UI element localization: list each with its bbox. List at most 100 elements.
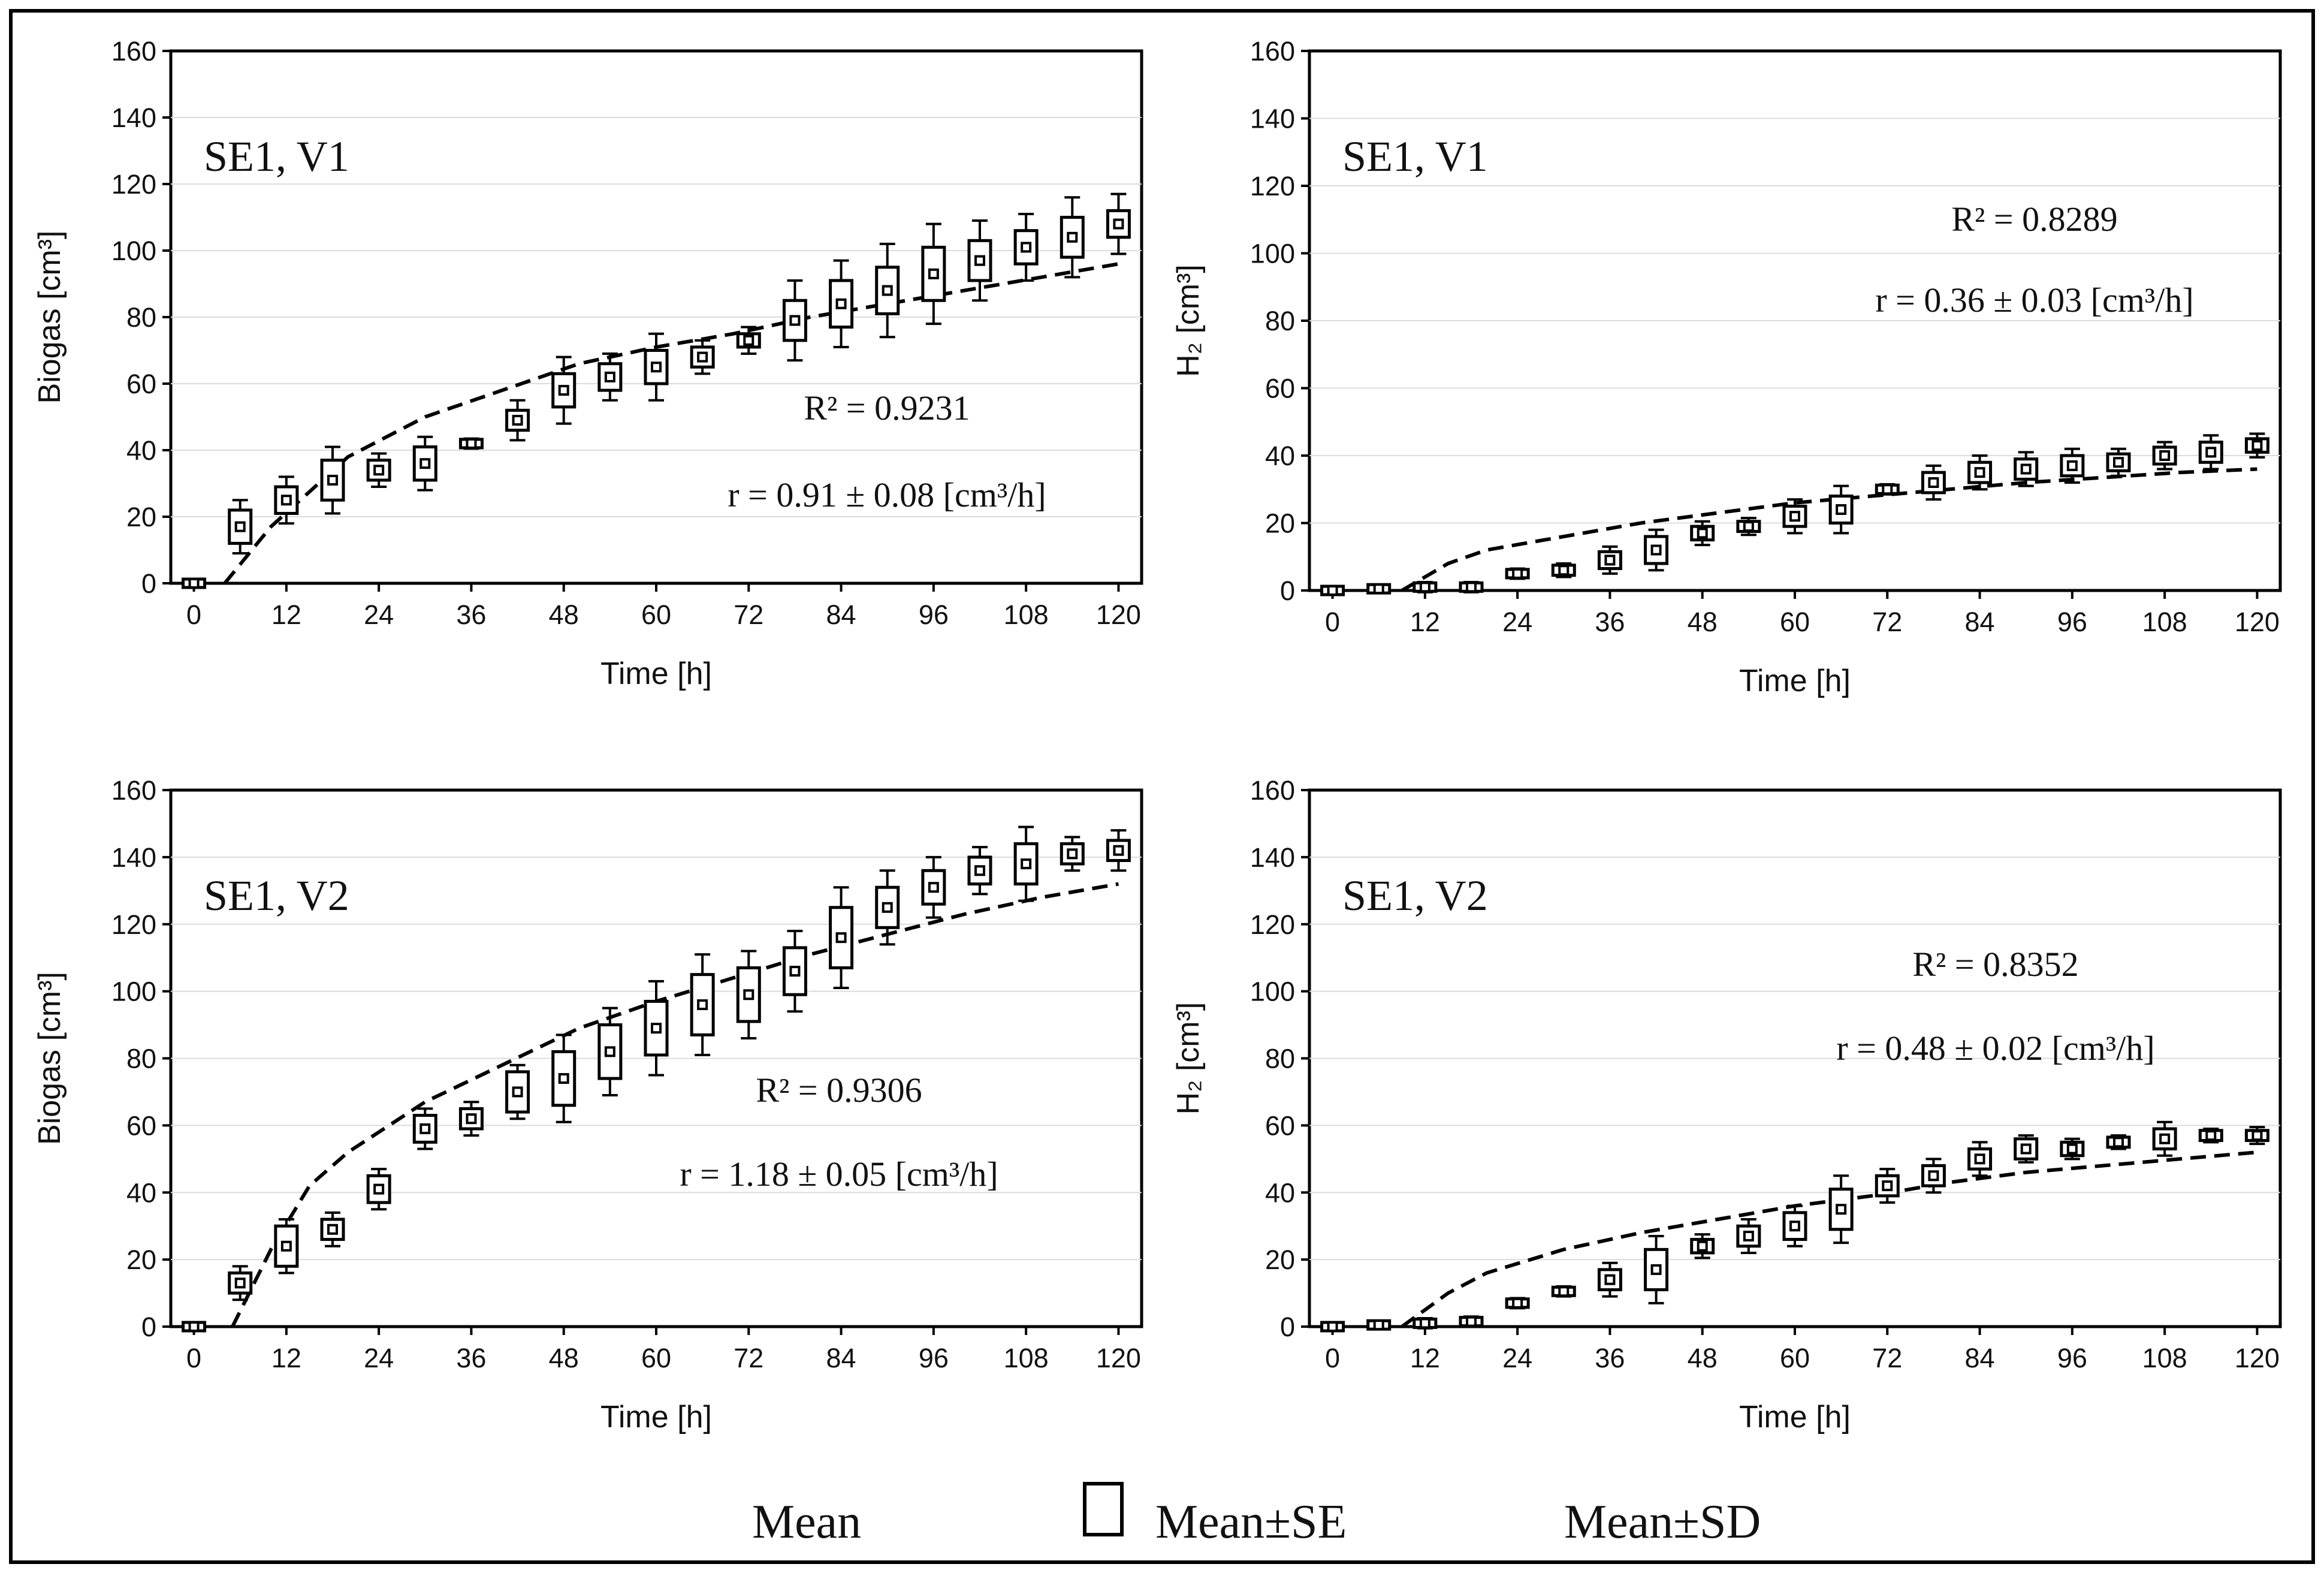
se-box [551,1050,577,1107]
mean-point [1466,1316,1477,1327]
mean-point [743,989,754,1001]
x-tick-label: 12 [1410,1343,1440,1373]
y-tick-label: 40 [1265,441,1295,471]
x-tick-label: 60 [641,599,671,630]
mean-point [1113,218,1124,230]
mean-point [974,255,985,266]
x-tick-label: 84 [826,1343,856,1373]
mean-point [1067,231,1078,243]
mean-point [558,385,569,396]
x-tick-label: 0 [186,599,201,630]
mean-point [1974,467,1985,478]
mean-point [1789,1221,1800,1232]
y-tick-label: 20 [126,1244,156,1275]
rate-label: r = 0.36 ± 0.03 [cm³/h] [1875,281,2193,320]
y-tick-label: 60 [126,1110,156,1141]
figure-frame [9,9,2315,1564]
mean-point [2020,463,2032,475]
x-tick-label: 84 [826,599,856,630]
mean-point [1974,1153,1985,1165]
mean-point [743,335,754,346]
mean-point [2113,457,2124,468]
se-box [829,906,854,969]
x-tick-label: 120 [1096,1343,1141,1373]
mean-point [1836,504,1847,515]
x-tick-label: 12 [271,599,301,630]
mean-point [419,1123,431,1134]
y-tick-label: 40 [126,435,156,466]
x-tick-label: 120 [2235,607,2280,637]
y-tick-label: 120 [1250,171,1295,201]
se-box [1106,209,1131,239]
mean-point [188,1321,200,1332]
mean-point [1882,1180,1893,1192]
x-axis-title: Time [h] [1739,664,1851,698]
mean-point [1373,583,1384,595]
se-box [1921,471,1946,495]
mean-point [327,1224,338,1235]
mean-point [1697,1240,1708,1252]
fit-curve [231,882,1119,1328]
mean-point [1558,1286,1570,1297]
mean-point [1836,1204,1847,1215]
y-tick-label: 20 [1265,1244,1295,1275]
y-tick-label: 140 [1250,104,1295,134]
mean-point [1373,1319,1384,1331]
legend: Mean Mean±SE Mean±SD [752,1482,1761,1548]
mean-point [651,1023,662,1034]
y-tick-label: 40 [126,1177,156,1208]
panel-label: SE1, V2 [204,872,349,920]
x-tick-label: 108 [2142,1343,2187,1373]
se-box [1013,229,1039,266]
mean-point [1466,581,1477,593]
x-axis-title: Time [h] [600,656,712,691]
x-tick-label: 24 [1502,607,1532,637]
mean-point [1419,581,1430,593]
mean-point [234,521,246,532]
mean-point [1327,585,1338,596]
x-tick-label: 48 [549,599,579,630]
mean-point [1697,528,1708,539]
x-tick-label: 36 [1595,1343,1625,1373]
y-axis-title: H₂ [cm³] [1171,1002,1206,1115]
mean-point [1928,1170,1939,1182]
mean-point [882,285,893,296]
mean-point [2251,1130,2263,1141]
x-tick-label: 72 [734,599,763,630]
x-tick-label: 108 [1004,599,1049,630]
chart-panel-bottom-right: 0 20 40 60 80 100 120 140 160 0 12 24 36 48 60 72 84 96 10… [1171,775,2282,1435]
chart-panel-bottom-left: 0 20 40 60 80 100 120 140 160 0 12 24 36 48 60 72 84 96 10… [32,775,1143,1435]
x-tick-label: 0 [186,1343,201,1373]
mean-point [1327,1321,1338,1332]
se-box [1828,495,1854,525]
y-tick-label: 160 [111,775,156,806]
x-tick-label: 108 [2142,607,2187,637]
x-tick-label: 12 [1410,607,1440,637]
x-tick-label: 24 [364,1343,394,1373]
mean-point [1743,1230,1754,1241]
x-tick-label: 72 [734,1343,763,1373]
mean-point [327,474,338,486]
y-tick-label: 80 [1265,306,1295,336]
y-tick-label: 160 [1250,36,1295,67]
y-tick-label: 0 [1280,575,1295,606]
y-tick-label: 20 [1265,508,1295,539]
mean-point [604,371,615,382]
y-tick-label: 100 [1250,977,1295,1007]
mean-point [2205,1130,2217,1141]
x-tick-label: 48 [1688,1343,1718,1373]
x-tick-label: 120 [1096,599,1141,630]
r-squared-label: R² = 0.9231 [804,388,970,427]
r-squared-label: R² = 0.8352 [1912,945,2078,984]
x-tick-label: 0 [1325,1343,1340,1373]
r-squared-label: R² = 0.8289 [1951,200,2117,239]
chart-panel-top-right: 0 20 40 60 80 100 120 140 160 0 12 24 36 48 60 72 84 96 10… [1171,36,2282,698]
mean-point [1558,565,1570,576]
mean-point [928,268,939,279]
x-tick-label: 48 [1688,607,1718,637]
mean-point [466,438,477,449]
mean-point [1650,1264,1662,1275]
se-box [228,508,253,545]
y-tick-label: 140 [1250,842,1295,873]
